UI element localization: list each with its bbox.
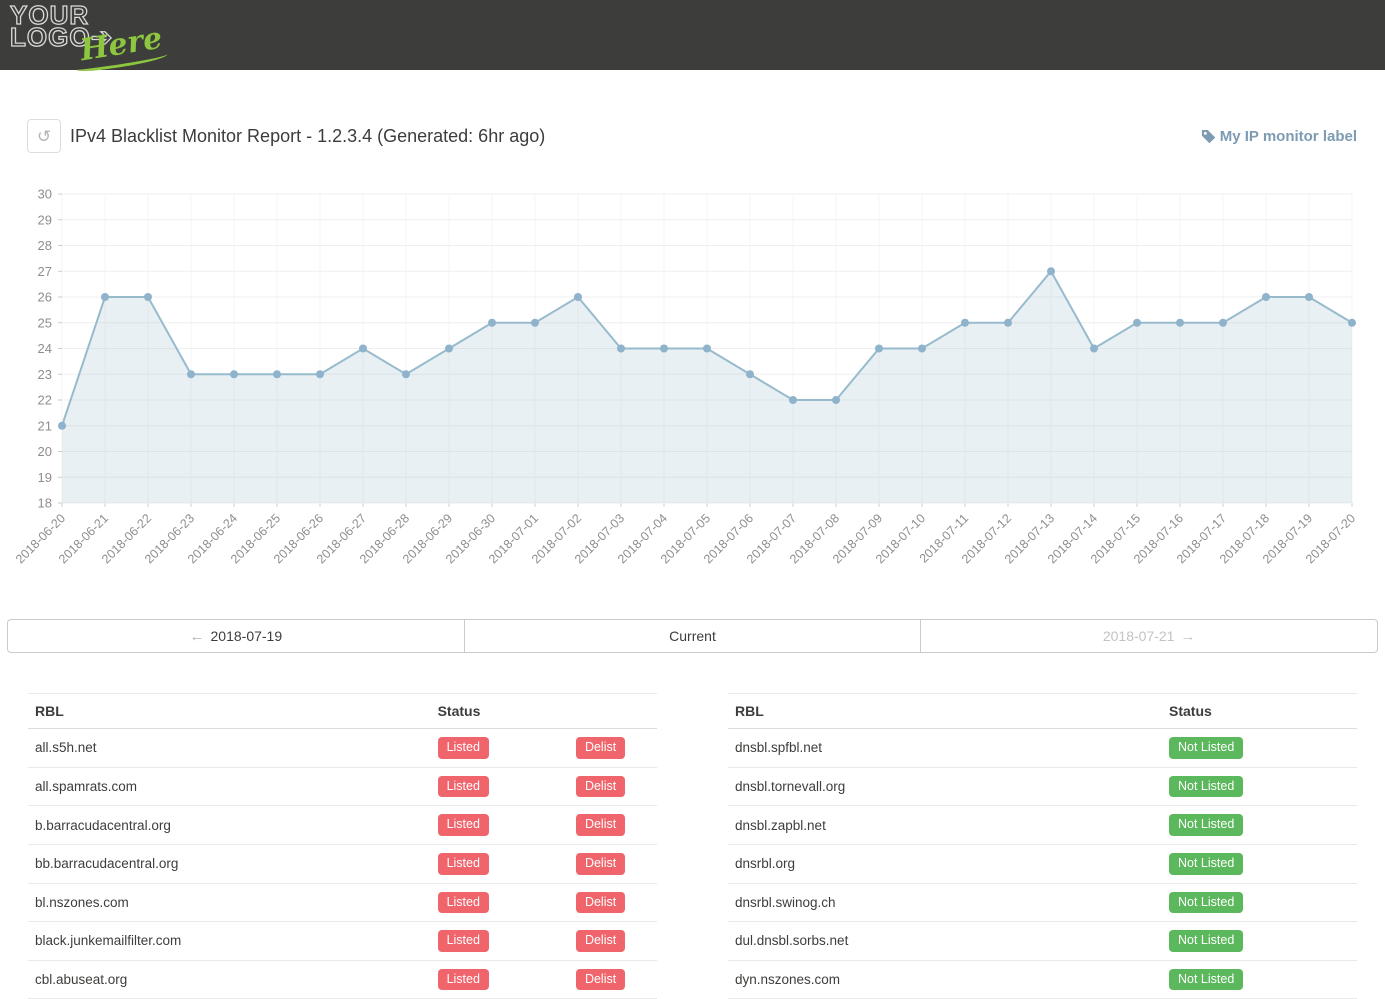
rbl-name: bl.nszones.com (28, 883, 431, 923)
table-row: dyn.nszones.com Not Listed (728, 960, 1357, 999)
status-badge-not-listed: Not Listed (1169, 968, 1244, 991)
arrow-right-icon: → (1180, 627, 1196, 645)
status-badge-not-listed: Not Listed (1169, 814, 1244, 836)
status-badge-listed: Listed (437, 775, 489, 798)
logo-arrow-icon: ➔ (90, 21, 113, 52)
rbl-name: dnsbl.zapbl.net (728, 805, 1162, 845)
rbl-tables: RBL Status all.s5h.net Listed Delist all.sp… (28, 693, 1357, 999)
table-row: b.barracudacentral.org Listed Delist (28, 805, 657, 845)
svg-text:20: 20 (38, 444, 52, 459)
not-listed-table: RBL Status dnsbl.spfbl.net Not Listed dnsb… (728, 693, 1357, 999)
delist-button[interactable]: Delist (575, 891, 626, 914)
chart-svg: 181920212223242526272829302018-06-202018… (13, 187, 1358, 567)
monitor-label-text: My IP monitor label (1219, 127, 1357, 145)
rbl-name: dul.dnsbl.sorbs.net (728, 921, 1162, 961)
table-row: dnsbl.tornevall.org Not Listed (728, 767, 1357, 807)
title-row: ↺ IPv4 Blacklist Monitor Report - 1.2.3.… (27, 119, 1357, 153)
rbl-name: bb.barracudacentral.org (28, 844, 431, 884)
report-page: ↺ IPv4 Blacklist Monitor Report - 1.2.3.… (0, 119, 1385, 999)
svg-text:23: 23 (38, 367, 52, 382)
delist-button[interactable]: Delist (575, 814, 626, 836)
next-day-label: 2018-07-21 (1102, 628, 1175, 644)
date-pagination: ← 2018-07-19 Current 2018-07-21 → (7, 619, 1378, 653)
top-header: YOUR LOGO➔ Here (0, 0, 1385, 74)
table-row: bb.barracudacentral.org Listed Delist (28, 844, 657, 884)
col-header-rbl: RBL (28, 693, 431, 729)
delist-button[interactable]: Delist (575, 930, 626, 952)
prev-day-label: 2018-07-19 (210, 628, 283, 644)
svg-text:30: 30 (38, 187, 52, 202)
rbl-name: all.spamrats.com (28, 767, 431, 807)
status-badge-listed: Listed (437, 814, 489, 836)
col-header-status: Status (430, 693, 569, 729)
listed-table: RBL Status all.s5h.net Listed Delist all.sp… (28, 693, 657, 999)
status-badge-not-listed: Not Listed (1169, 775, 1244, 798)
logo-word-your: YOUR (9, 0, 90, 30)
tag-icon (1201, 129, 1215, 143)
delist-button[interactable]: Delist (575, 852, 626, 875)
svg-text:25: 25 (38, 315, 52, 330)
table-row: dnsbl.zapbl.net Not Listed (728, 805, 1357, 845)
prev-day-button[interactable]: ← 2018-07-19 (8, 620, 464, 652)
svg-text:21: 21 (38, 418, 52, 433)
table-row: dnsrbl.org Not Listed (728, 844, 1357, 884)
current-day-label: Current (669, 628, 716, 644)
rbl-name: cbl.abuseat.org (28, 960, 431, 999)
rbl-name: dnsrbl.swinog.ch (728, 883, 1162, 923)
svg-text:24: 24 (38, 341, 52, 356)
table-row: dul.dnsbl.sorbs.net Not Listed (728, 921, 1357, 961)
monitor-label[interactable]: My IP monitor label (1201, 128, 1357, 145)
logo-word-logo: LOGO (9, 21, 91, 52)
table-row: dnsbl.spfbl.net Not Listed (728, 728, 1357, 768)
status-badge-listed: Listed (437, 737, 489, 759)
table-row: black.junkemailfilter.com Listed Delist (28, 921, 657, 961)
status-badge-not-listed: Not Listed (1169, 737, 1244, 759)
status-badge-listed: Listed (437, 891, 489, 914)
rbl-name: dnsbl.tornevall.org (728, 767, 1162, 807)
status-badge-listed: Listed (437, 852, 489, 875)
arrow-left-icon: ← (189, 627, 205, 645)
svg-text:29: 29 (38, 212, 52, 227)
blacklist-history-chart: 18 19 20 21 22 23 24 25 26 27 28 29 30 2018-06-20 2018… (13, 186, 1385, 596)
col-header-rbl: RBL (728, 693, 1162, 729)
status-badge-listed: Listed (437, 968, 489, 991)
refresh-icon: ↺ (36, 126, 52, 146)
status-badge-listed: Listed (437, 930, 489, 952)
status-badge-not-listed: Not Listed (1169, 930, 1244, 952)
table-header-row: RBL Status (728, 693, 1357, 729)
status-badge-not-listed: Not Listed (1169, 852, 1244, 875)
col-header-status: Status (1162, 693, 1357, 729)
table-row: all.spamrats.com Listed Delist (28, 767, 657, 807)
table-row: cbl.abuseat.org Listed Delist (28, 960, 657, 999)
logo: YOUR LOGO➔ Here (9, 1, 180, 74)
rbl-name: b.barracudacentral.org (28, 805, 431, 845)
rbl-name: black.junkemailfilter.com (28, 921, 431, 961)
refresh-button[interactable]: ↺ (27, 119, 61, 153)
status-badge-not-listed: Not Listed (1169, 891, 1244, 914)
current-day-button[interactable]: Current (463, 620, 921, 652)
svg-text:22: 22 (38, 393, 52, 408)
svg-text:18: 18 (38, 496, 52, 511)
svg-text:19: 19 (38, 470, 52, 485)
table-row: dnsrbl.swinog.ch Not Listed (728, 883, 1357, 923)
rbl-name: dyn.nszones.com (728, 960, 1162, 999)
col-header-action (568, 693, 657, 729)
table-row: all.s5h.net Listed Delist (28, 728, 657, 768)
rbl-name: all.s5h.net (28, 728, 431, 768)
table-row: bl.nszones.com Listed Delist (28, 883, 657, 923)
next-day-button[interactable]: 2018-07-21 → (920, 620, 1377, 652)
page-title: IPv4 Blacklist Monitor Report - 1.2.3.4 … (70, 125, 546, 146)
delist-button[interactable]: Delist (575, 968, 626, 991)
logo-outline-text: YOUR LOGO➔ (9, 1, 180, 52)
delist-button[interactable]: Delist (575, 775, 626, 798)
rbl-name: dnsrbl.org (728, 844, 1162, 884)
svg-text:26: 26 (38, 290, 52, 305)
delist-button[interactable]: Delist (575, 737, 626, 759)
rbl-name: dnsbl.spfbl.net (728, 728, 1162, 768)
table-header-row: RBL Status (28, 693, 657, 729)
svg-text:28: 28 (38, 238, 52, 253)
svg-text:27: 27 (38, 264, 52, 279)
